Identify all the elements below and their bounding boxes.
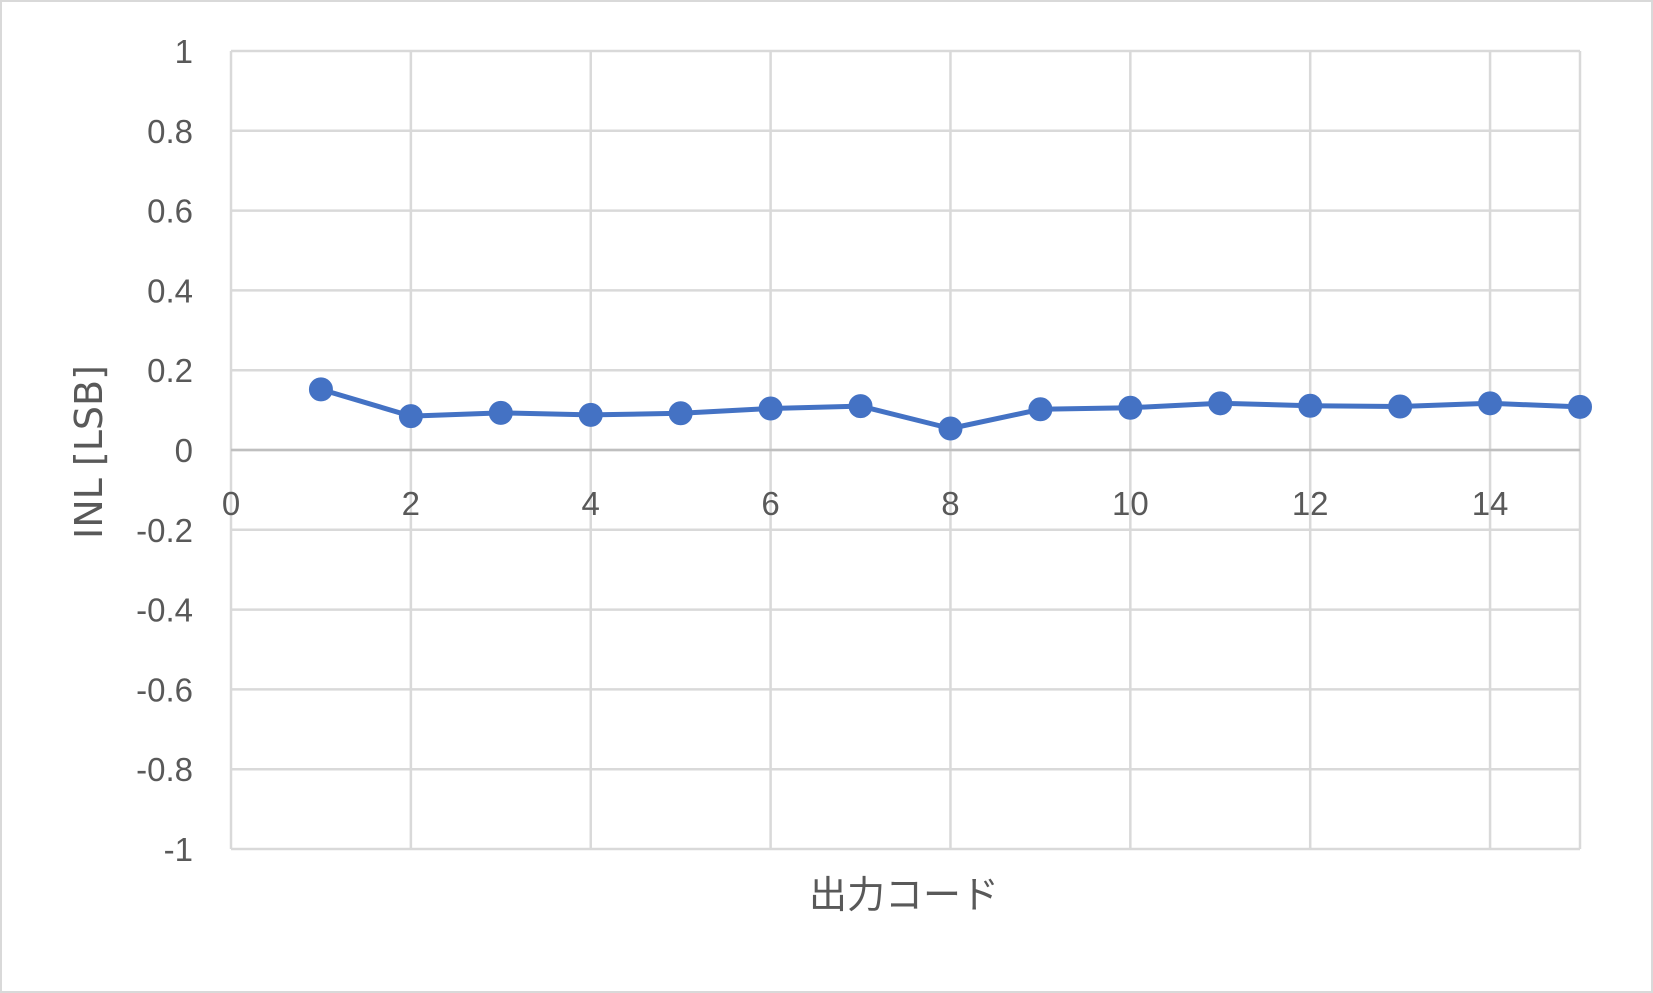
x-axis-title: 出力コード <box>809 873 999 917</box>
y-tick-label: -1 <box>164 831 193 868</box>
data-point <box>1208 391 1233 416</box>
data-point <box>488 400 513 425</box>
data-point <box>758 396 783 421</box>
data-point <box>1028 397 1053 422</box>
data-point <box>1478 391 1503 416</box>
series-group <box>308 377 1592 441</box>
y-axis-title: INL [LSB] <box>67 365 111 539</box>
y-tick-label: 0.2 <box>147 352 193 389</box>
x-tick-label: 14 <box>1472 485 1509 522</box>
data-point <box>848 394 873 419</box>
x-tick-label: 12 <box>1292 485 1329 522</box>
x-tick-labels: 0 2 4 6 8 10 12 14 <box>222 485 1509 522</box>
y-tick-label: 0.8 <box>147 113 193 150</box>
data-point <box>1298 393 1323 418</box>
y-tick-label: 1 <box>175 33 193 70</box>
x-tick-label: 10 <box>1112 485 1149 522</box>
data-point <box>1568 394 1592 419</box>
x-tick-label: 2 <box>402 485 420 522</box>
data-point <box>308 377 333 402</box>
y-tick-labels: -1 -0.8 -0.6 -0.4 -0.2 0 0.2 0.4 0.6 0.8 1 <box>136 33 193 868</box>
y-tick-label: -0.4 <box>136 592 193 629</box>
y-tick-label: 0 <box>175 432 193 469</box>
grid-lines <box>229 49 1582 851</box>
y-tick-label: -0.8 <box>136 751 193 788</box>
x-tick-label: 8 <box>941 485 959 522</box>
y-tick-label: -0.6 <box>136 671 193 708</box>
y-tick-label: 0.6 <box>147 193 193 230</box>
x-tick-label: 0 <box>222 485 240 522</box>
x-tick-label: 6 <box>761 485 779 522</box>
data-point <box>668 401 693 426</box>
y-tick-label: -0.2 <box>136 512 193 549</box>
y-tick-label: 0.4 <box>147 272 193 309</box>
data-point <box>1388 394 1413 419</box>
x-tick-label: 4 <box>582 485 600 522</box>
data-point <box>398 404 423 429</box>
data-point <box>938 416 963 441</box>
data-point <box>1118 395 1143 420</box>
data-point <box>578 402 603 427</box>
